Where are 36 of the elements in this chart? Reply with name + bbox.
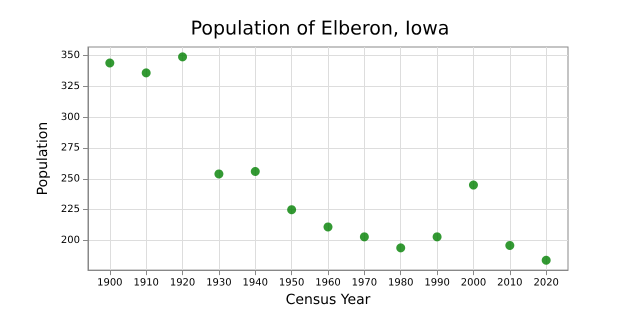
point (324, 222, 332, 232)
y-tick-label: 275 (60, 142, 80, 154)
x-tick-label: 1940 (242, 278, 268, 289)
point (468, 180, 478, 190)
y-axis-title: Population (35, 122, 52, 196)
point (142, 68, 151, 78)
point (105, 58, 114, 68)
x-tick-label: 1930 (206, 278, 232, 289)
point (178, 52, 188, 62)
x-tick-label: 1980 (388, 278, 414, 289)
x-tick-label: 1960 (315, 278, 341, 289)
x-tick-label: 1910 (133, 278, 159, 289)
x-tick-label: 1990 (424, 278, 450, 289)
y-tick-label: 300 (60, 112, 80, 123)
y-tick-label: 225 (60, 204, 80, 216)
x-tick-label: 2000 (460, 278, 486, 289)
point (396, 243, 406, 252)
point (542, 256, 551, 265)
y-tick-label: 350 (60, 50, 80, 62)
x-tick-label: 1920 (170, 278, 196, 289)
x-tick-label: 1950 (278, 278, 304, 289)
point (287, 205, 296, 214)
point (432, 232, 442, 242)
y-tick-label: 250 (60, 173, 80, 184)
x-tick-label: 2020 (533, 278, 559, 289)
x-tick-label: 1970 (352, 278, 378, 289)
x-tick-label: 2010 (497, 278, 523, 289)
y-tick-label: 325 (60, 80, 80, 92)
point (250, 166, 260, 176)
point (360, 232, 369, 242)
point (214, 169, 224, 178)
y-tick-label: 200 (60, 235, 80, 246)
chart-title: Population of Elberon, Iowa (190, 18, 450, 40)
x-axis-title: Census Year (286, 292, 371, 308)
x-tick-label: 1900 (97, 278, 123, 289)
point (505, 240, 514, 250)
